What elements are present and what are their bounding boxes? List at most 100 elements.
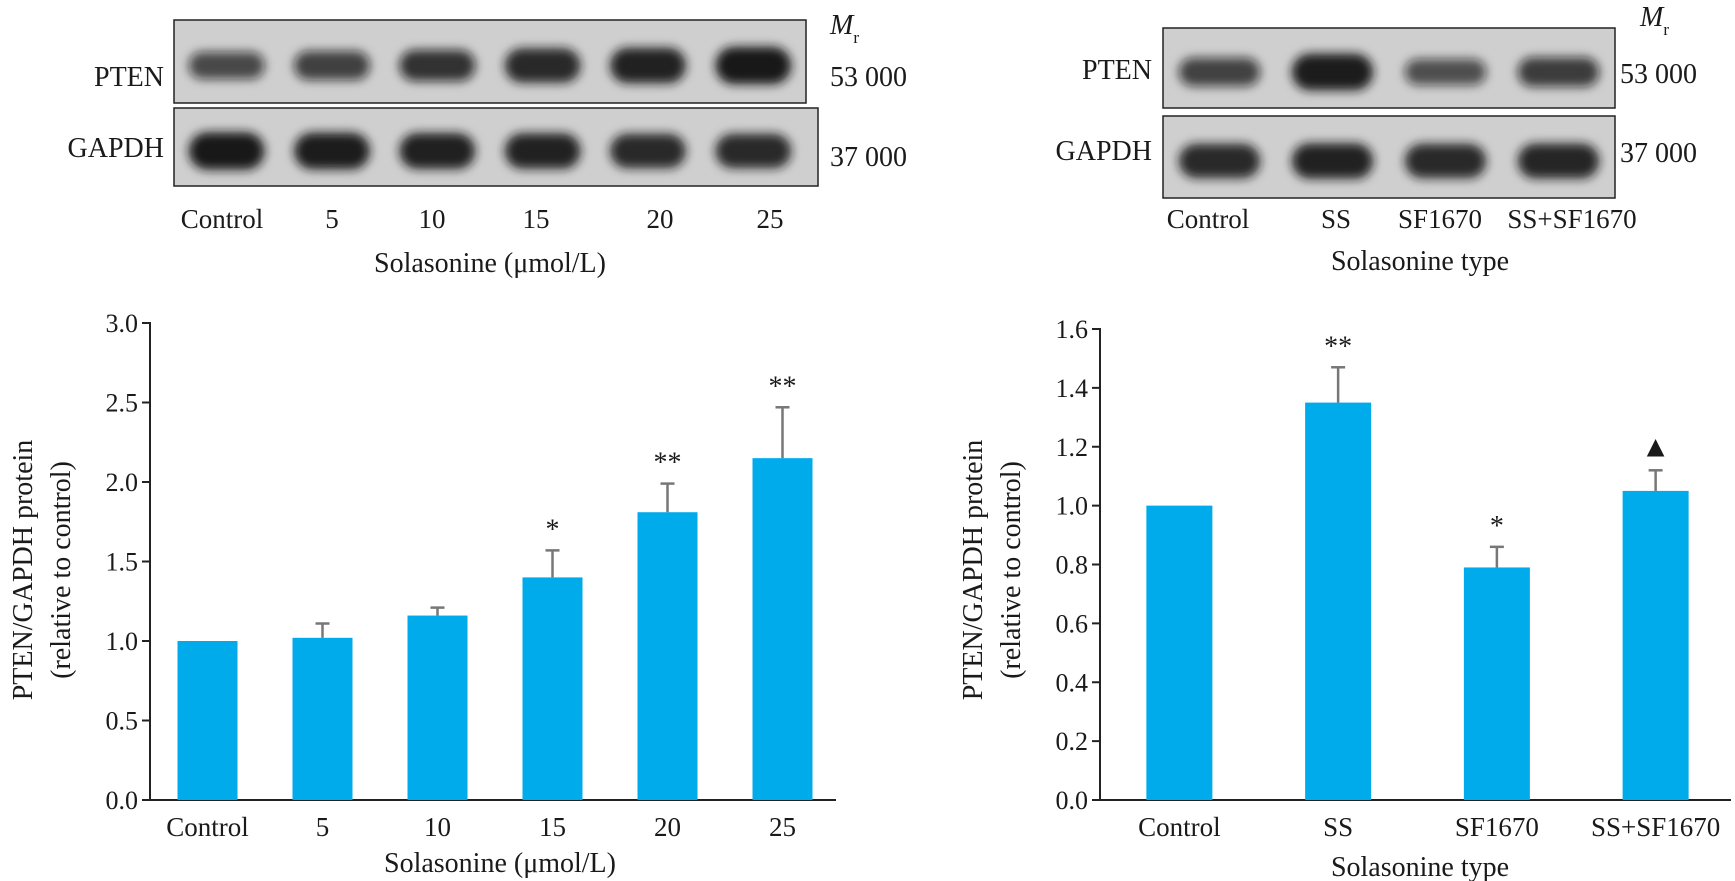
- blot-mr-value: 53 000: [1620, 59, 1697, 90]
- blot-mr-value: 53 000: [830, 62, 907, 93]
- blot-band: [1404, 143, 1487, 179]
- y-tick-label: 1.5: [106, 548, 139, 577]
- blot-band: [610, 47, 686, 84]
- blot-band: [188, 51, 265, 80]
- y-tick-label: 1.4: [1056, 374, 1089, 403]
- blot-band: [1291, 53, 1374, 91]
- x-tick-label: SS: [1323, 812, 1353, 842]
- blot-lane-label: 20: [647, 204, 674, 234]
- blot-band: [294, 132, 370, 170]
- chart-ylabel: PTEN/GAPDH protein: [8, 440, 39, 701]
- x-tick-label: 5: [316, 812, 330, 842]
- y-tick-label: 0.2: [1056, 727, 1089, 756]
- chart-ylabel-secondary: (relative to control): [996, 461, 1027, 679]
- significance-mark: *: [1490, 511, 1504, 542]
- x-tick-label: 10: [424, 812, 451, 842]
- blot-mr-header: Mr: [1639, 2, 1669, 39]
- blot-membrane-pten-left: [173, 19, 807, 104]
- band-layer-pten-right: [1178, 53, 1600, 91]
- western-blot-right: PTEN 53 000 GAPDH 37 000 Mr Control SS SF1…: [1056, 2, 1697, 277]
- blot-lane-labels-left: Control 5 10 15 20 25: [181, 204, 784, 234]
- blot-protein-label: PTEN: [94, 62, 164, 93]
- bar: [1305, 402, 1372, 800]
- blot-band: [504, 133, 581, 169]
- blot-lane-label: 5: [325, 204, 339, 234]
- bar: [1146, 505, 1213, 800]
- blot-band: [294, 51, 370, 80]
- band-layer-pten-left: [188, 46, 792, 85]
- mr-subscript: r: [853, 28, 859, 47]
- x-tick-label: 20: [654, 812, 681, 842]
- x-tick-label: Control: [166, 812, 249, 842]
- significance-mark: *: [546, 514, 560, 545]
- blot-lane-label: Control: [1167, 204, 1250, 234]
- blot-mr-value: 37 000: [830, 142, 907, 173]
- bar: [407, 615, 468, 800]
- y-tick-label: 0.0: [106, 786, 139, 815]
- blot-lane-label: SS: [1321, 204, 1351, 234]
- x-tick-label: SS+SF1670: [1591, 812, 1720, 842]
- y-tick-label: 0.0: [1056, 786, 1089, 815]
- blot-band: [188, 132, 265, 170]
- band-layer-gapdh-right: [1178, 143, 1600, 179]
- blot-band: [504, 48, 581, 83]
- blot-band: [1517, 143, 1600, 179]
- blot-band: [715, 46, 792, 85]
- y-tick-label: 1.6: [1056, 315, 1089, 344]
- chart-layer-left: 0.0 0.5 1.0 1.5 2.0 2.5 3.0 Control 5 10 * 15 ** 20 **…: [106, 309, 836, 842]
- x-tick-label: 25: [769, 812, 796, 842]
- x-tick-label: 15: [539, 812, 566, 842]
- chart-layer-right: 0.0 0.2 0.4 0.6 0.8 1.0 1.2 1.4 1.6 Control ** SS * S…: [1056, 315, 1731, 842]
- bar: [752, 458, 813, 800]
- blot-lane-label: Control: [181, 204, 264, 234]
- blot-xlabel: Solasonine type: [1331, 246, 1509, 277]
- blot-protein-label: GAPDH: [1056, 136, 1152, 167]
- chart-ylabel: PTEN/GAPDH protein: [958, 440, 989, 701]
- blot-mr-value: 37 000: [1620, 138, 1697, 169]
- y-tick-label: 0.5: [106, 707, 139, 736]
- significance-mark: **: [769, 371, 797, 402]
- bar: [177, 641, 238, 800]
- significance-mark: **: [1324, 331, 1352, 362]
- y-tick-label: 1.2: [1056, 433, 1089, 462]
- blot-band: [1291, 143, 1374, 179]
- chart-xlabel: Solasonine type: [1331, 852, 1509, 881]
- blot-band: [1178, 57, 1261, 87]
- blot-row-gapdh-right: GAPDH 37 000: [1056, 115, 1697, 199]
- blot-band: [1404, 59, 1487, 85]
- y-tick-label: 1.0: [106, 627, 139, 656]
- western-blot-left: PTEN 53 000 GAPDH 37 000 Mr Control 5 10 15…: [68, 10, 907, 279]
- blot-band: [715, 133, 792, 169]
- blot-band: [399, 132, 476, 170]
- significance-mark: **: [654, 448, 682, 479]
- y-tick-label: 3.0: [106, 309, 139, 338]
- blot-row-pten-left: PTEN 53 000: [94, 19, 907, 104]
- blot-xlabel: Solasonine (μmol/L): [374, 248, 606, 279]
- significance-mark: ▲: [1641, 430, 1671, 463]
- chart-xlabel: Solasonine (μmol/L): [384, 848, 616, 879]
- blot-band: [610, 133, 686, 169]
- chart-ylabel-secondary: (relative to control): [46, 461, 77, 679]
- bar-chart-right: 0.0 0.2 0.4 0.6 0.8 1.0 1.2 1.4 1.6 Control ** SS * S…: [958, 315, 1731, 881]
- blot-band: [399, 49, 476, 82]
- blot-membrane-gapdh-left: [173, 107, 819, 187]
- blot-lane-label: SF1670: [1398, 204, 1482, 234]
- y-tick-label: 2.5: [106, 389, 139, 418]
- bar: [1622, 490, 1689, 800]
- blot-row-pten-right: PTEN 53 000: [1082, 27, 1697, 109]
- mr-symbol: M: [829, 10, 855, 41]
- x-tick-label: SF1670: [1455, 812, 1539, 842]
- blot-protein-label: PTEN: [1082, 55, 1152, 86]
- mr-symbol: M: [1639, 2, 1665, 33]
- y-tick-label: 0.8: [1056, 551, 1089, 580]
- blot-row-gapdh-left: GAPDH 37 000: [68, 107, 907, 187]
- x-tick-label: Control: [1138, 812, 1221, 842]
- mr-subscript: r: [1663, 20, 1669, 39]
- blot-lane-label: 25: [757, 204, 784, 234]
- bar: [637, 512, 698, 800]
- y-tick-label: 0.6: [1056, 609, 1089, 638]
- blot-mr-header: Mr: [829, 10, 859, 47]
- y-tick-label: 0.4: [1056, 668, 1089, 697]
- blot-protein-label: GAPDH: [68, 133, 164, 164]
